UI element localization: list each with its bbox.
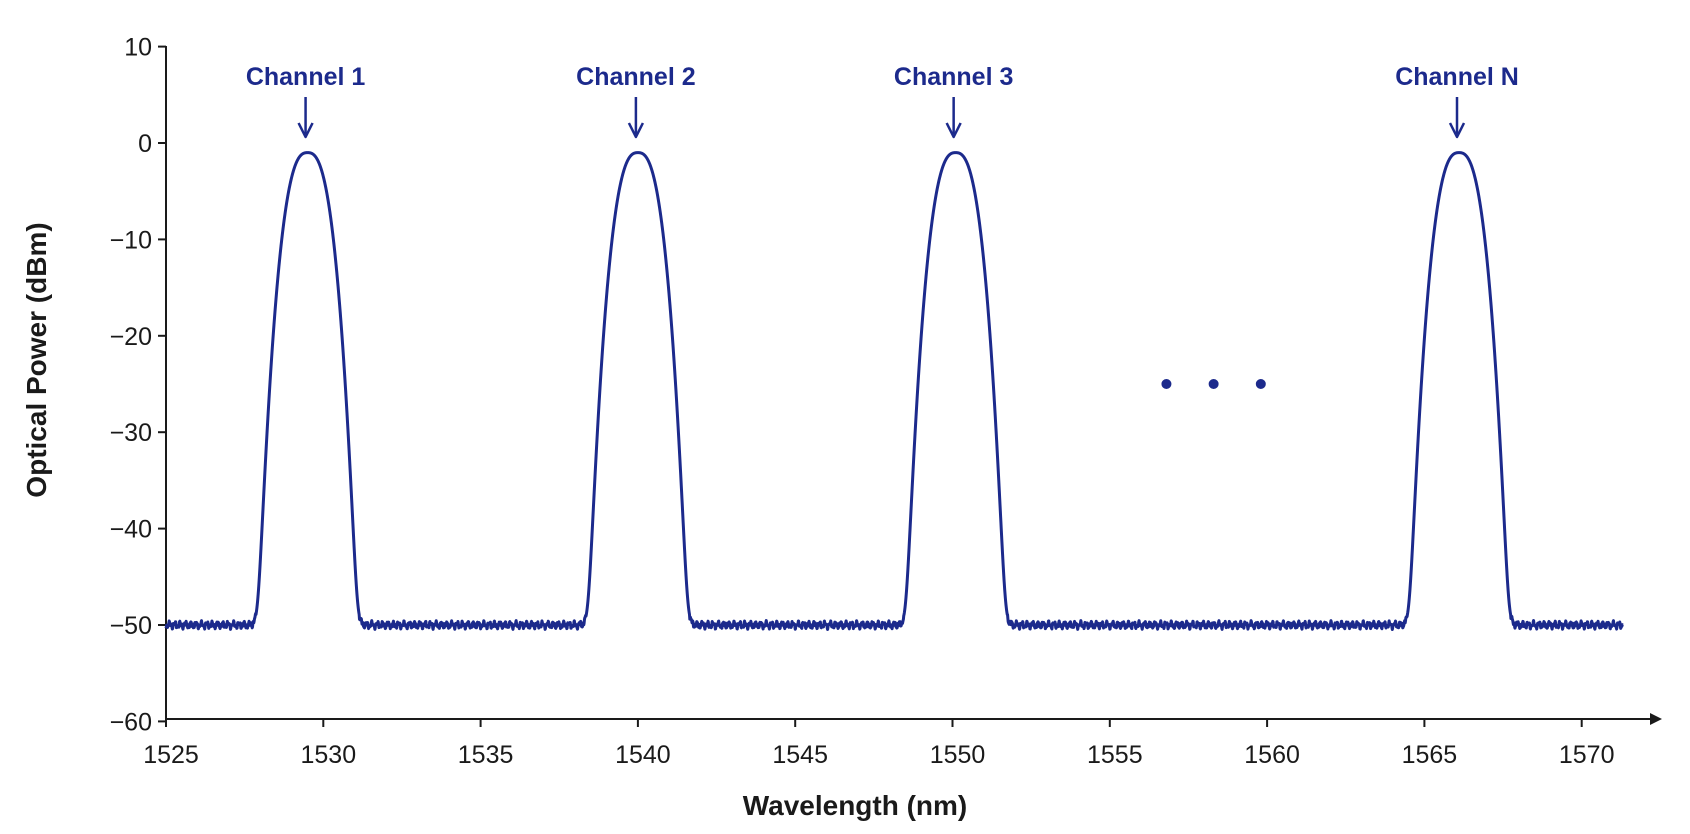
y-axis-title: Optical Power (dBm) [21,222,52,497]
channel-label: Channel 1 [246,63,366,91]
channel-annotations: Channel 1 Channel 2 Channel 3 Channel N [246,63,1519,139]
x-tick-label: 1560 [1244,741,1300,769]
ellipsis-dot [1161,379,1172,389]
y-tick-label: −60 [110,708,152,736]
x-tick-label: 1550 [930,741,986,769]
x-tick-label: 1535 [458,741,514,769]
ellipsis-dot [1255,379,1266,389]
y-tick-label: −50 [110,612,152,640]
x-tick-label: 1555 [1087,741,1143,769]
x-tick-label: 1565 [1402,741,1458,769]
channel-label: Channel 2 [576,63,695,91]
x-tick-label: 1540 [615,741,671,769]
channel-label: Channel 3 [894,63,1013,91]
x-tick-label: 1545 [772,741,828,769]
x-tick-label: 1530 [300,741,356,769]
spectrum-trace [164,151,1624,632]
channel-arrow-head [627,122,645,139]
spectrum-trace-group [164,151,1624,632]
x-axis-title: Wavelength (nm) [743,790,968,821]
ellipsis-dots [1161,379,1266,389]
axes [165,46,1662,725]
y-tick-label: −10 [110,226,152,254]
y-tick-label: 10 [124,34,152,62]
y-tick-label: −40 [110,516,152,544]
ellipsis-dot [1208,379,1219,389]
y-tick-label: −20 [110,323,152,351]
channel-arrow-head [945,122,962,139]
x-tick-label: 1570 [1559,741,1615,769]
channel-label: Channel N [1395,63,1519,91]
x-tick-label: 1525 [143,741,199,769]
channel-arrow-head [297,122,314,139]
channel-arrow-head [1448,122,1466,139]
y-tick-label: −30 [110,419,152,447]
tick-group: 10 0 −10 −20 −30 −40 −50 −60 1525 1530 1535 1540 154… [110,34,1615,769]
y-tick-label: 0 [138,130,152,158]
